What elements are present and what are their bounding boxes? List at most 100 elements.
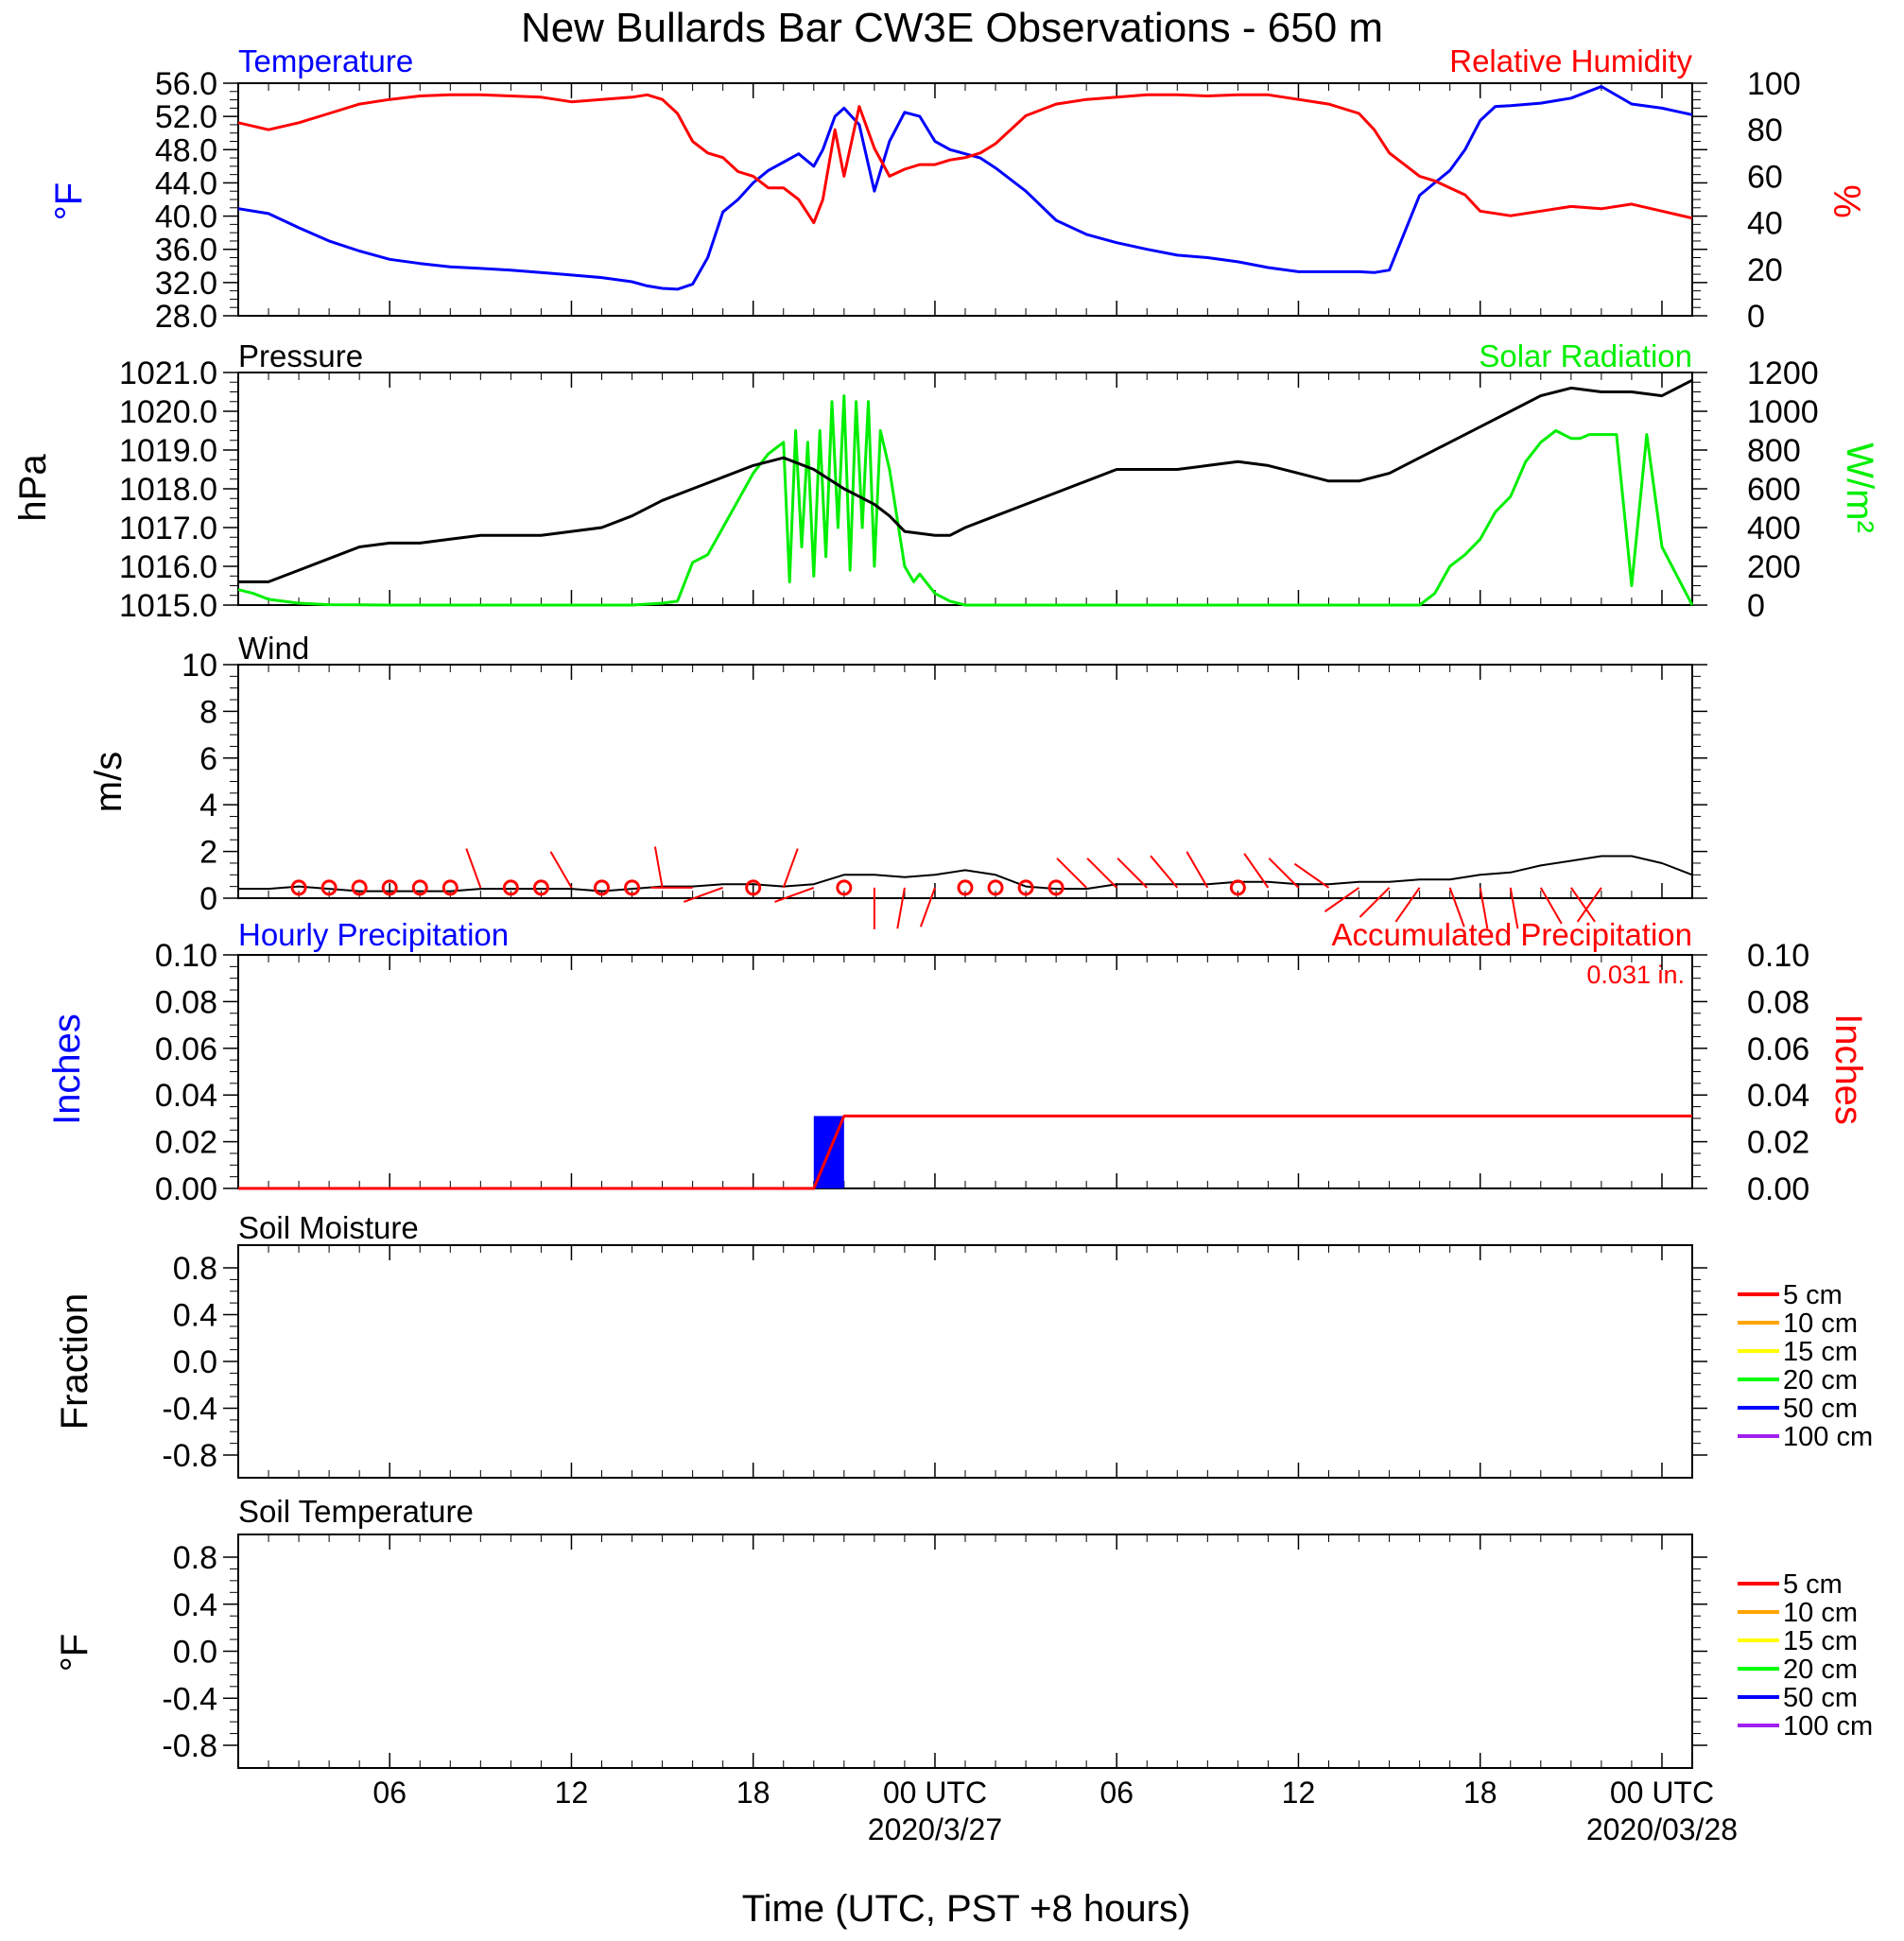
y-tick-label: 0.00: [155, 1171, 217, 1207]
temperature-unit: °F: [48, 182, 90, 220]
y-right-tick-label: 600: [1747, 472, 1801, 508]
y-tick-label: 0.04: [155, 1078, 217, 1114]
y-tick-label: 2: [199, 835, 217, 871]
y-tick-label: 0.4: [173, 1587, 217, 1623]
precipitation-panel: Hourly Precipitation Accumulated Precipi…: [46, 917, 1869, 1207]
humidity-line: [237, 93, 1693, 225]
wind-barb: [465, 848, 482, 889]
wind-barb: [1479, 887, 1489, 929]
y-right-tick-label: 800: [1747, 433, 1801, 469]
wind-title: Wind: [238, 631, 309, 666]
y-tick-label: 0.02: [155, 1125, 217, 1161]
y-right-tick-label: 40: [1747, 206, 1783, 242]
y-tick-label: -0.8: [162, 1728, 217, 1764]
y-tick-label: 10: [182, 648, 217, 684]
y-tick-label: 48.0: [155, 132, 217, 168]
y-right-tick-label: 0.04: [1747, 1078, 1809, 1114]
wind-barb: [1570, 887, 1596, 923]
temperature-humidity-panel: Temperature Relative Humidity °F % 56.05…: [48, 43, 1867, 335]
accumulated-precip-line: [238, 1114, 1692, 1190]
solar-radiation-line: [237, 394, 1694, 607]
soil-temperature-title: Soil Temperature: [238, 1494, 474, 1529]
legend-label: 15 cm: [1783, 1626, 1858, 1656]
legend-label: 50 cm: [1783, 1683, 1858, 1713]
wind-calm-circle: [1047, 879, 1065, 896]
wind-calm-circle: [957, 879, 974, 896]
y-tick-label: 0: [199, 881, 217, 917]
wind-calm-circle: [441, 879, 459, 896]
y-right-tick-label: 0.08: [1747, 984, 1809, 1020]
accum-precip-unit: Inches: [1827, 1014, 1869, 1125]
hourly-precip-title: Hourly Precipitation: [238, 917, 509, 952]
wind-calm-circle: [532, 879, 549, 896]
panel-frame: [237, 954, 1693, 1189]
wind-barb: [1150, 855, 1179, 889]
wind-barb: [774, 886, 815, 903]
temperature-line: [237, 85, 1693, 291]
y-tick-label: 36.0: [155, 233, 217, 269]
pressure-line: [238, 378, 1693, 583]
legend-label: 10 cm: [1783, 1308, 1858, 1339]
y-tick-label: 0.4: [173, 1298, 217, 1334]
wind-calm-circle: [624, 879, 641, 896]
hourly-precip-unit: Inches: [46, 1014, 88, 1125]
wind-barb: [1293, 862, 1330, 889]
y-right-tick-label: 60: [1747, 159, 1783, 195]
wind-barb: [1116, 858, 1148, 889]
y-tick-label: 32.0: [155, 266, 217, 302]
y-right-tick-label: 100: [1747, 66, 1801, 102]
wind-barb: [1576, 887, 1602, 923]
wind-barb: [1539, 887, 1563, 925]
x-date-label: 2020/3/27: [868, 1812, 1002, 1846]
figure-title: New Bullards Bar CW3E Observations - 650…: [521, 5, 1383, 51]
wind-barb: [1359, 887, 1391, 918]
x-tick-label: 00 UTC: [1610, 1776, 1714, 1810]
x-tick-label: 00 UTC: [883, 1776, 987, 1810]
x-tick-label: 18: [736, 1776, 770, 1810]
y-tick-label: -0.4: [162, 1681, 217, 1717]
wind-barb: [549, 851, 573, 889]
panel-frame: [237, 664, 1693, 899]
wind-calm-circle: [381, 879, 398, 896]
wind-barb: [683, 886, 724, 903]
wind-calm-circle: [411, 879, 428, 896]
wind-barb: [782, 848, 799, 889]
wind-barb: [1268, 858, 1300, 889]
y-tick-label: 1021.0: [119, 355, 217, 391]
wind-calm-circle: [745, 879, 762, 896]
y-tick-label: 6: [199, 741, 217, 777]
panel-frame: [237, 1244, 1693, 1479]
wind-barb: [896, 887, 906, 929]
y-tick-label: 1018.0: [119, 472, 217, 508]
y-right-tick-label: 0.10: [1747, 938, 1809, 974]
wind-barb: [919, 887, 936, 927]
humidity-unit: %: [1826, 184, 1867, 218]
pressure-unit: hPa: [12, 454, 54, 522]
y-right-tick-label: 0.02: [1747, 1125, 1809, 1161]
wind-barb: [1056, 858, 1087, 889]
x-tick-label: 12: [555, 1776, 589, 1810]
x-tick-label: 06: [1099, 1776, 1134, 1810]
y-tick-label: 0.08: [155, 984, 217, 1020]
y-tick-label: -0.8: [162, 1438, 217, 1474]
wind-barb: [653, 846, 664, 889]
y-tick-label: 0.8: [173, 1540, 217, 1576]
wind-calm-circle: [836, 879, 853, 896]
x-tick-label: 18: [1463, 1776, 1497, 1810]
soil-moisture-title: Soil Moisture: [238, 1210, 419, 1245]
wind-panel: Wind m/s 10 8 6 4 2 0: [88, 631, 1707, 929]
x-axis-label: Time (UTC, PST +8 hours): [742, 1888, 1191, 1930]
legend-label: 20 cm: [1783, 1655, 1858, 1685]
y-tick-label: 1017.0: [119, 511, 217, 546]
x-axis: Time (UTC, PST +8 hours) 06 12 18 00 UTC 06 1…: [372, 1776, 1738, 1930]
wind-barb: [1243, 853, 1270, 889]
y-right-tick-label: 0.00: [1747, 1171, 1809, 1207]
legend-label: 100 cm: [1783, 1711, 1873, 1742]
y-right-tick-label: 0: [1747, 299, 1765, 335]
panel-frame: [237, 1534, 1693, 1769]
legend-label: 5 cm: [1783, 1569, 1843, 1600]
y-tick-label: -0.4: [162, 1392, 217, 1428]
y-right-tick-label: 200: [1747, 549, 1801, 585]
solar-unit: W/m²: [1839, 442, 1880, 533]
